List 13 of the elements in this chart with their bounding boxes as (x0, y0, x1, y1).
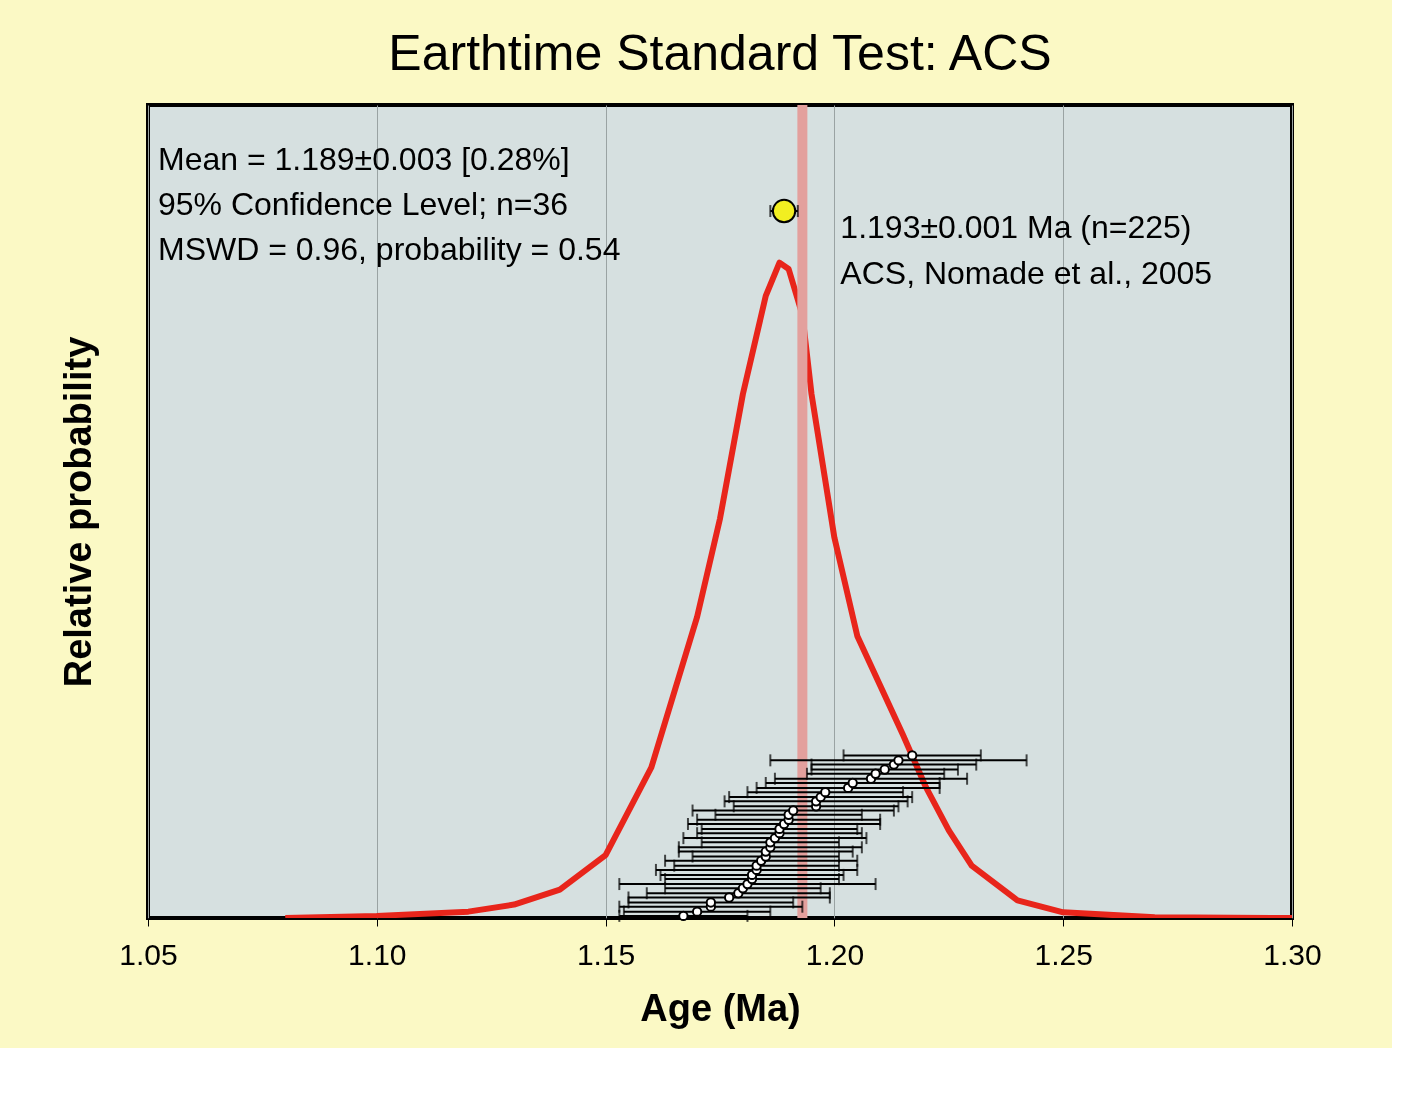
x-tick-label: 1.05 (119, 937, 178, 971)
annotation: MSWD = 0.96, probability = 0.54 (158, 231, 621, 267)
ref-line-label: 1.193±0.001 Ma (n=225) ACS, Nomade et al., 2005 (840, 209, 1213, 291)
annotation: 95% Confidence Level; n=36 (158, 186, 569, 222)
x-tick-label: 1.15 (576, 937, 636, 971)
y-axis-title: Relative probability (56, 336, 99, 688)
x-tick-label: 1.30 (1263, 937, 1322, 971)
x-tick-label: 1.20 (805, 937, 865, 971)
x-tick-label: 1.10 (348, 937, 407, 971)
text: Mean = 1.189±0.003 [0.28%] (158, 141, 570, 177)
x-tick-label: 1.25 (1034, 937, 1093, 971)
x-axis-title: Age (Ma) (640, 986, 801, 1029)
chart-title: Earthtime Standard Test: ACS (388, 25, 1052, 81)
